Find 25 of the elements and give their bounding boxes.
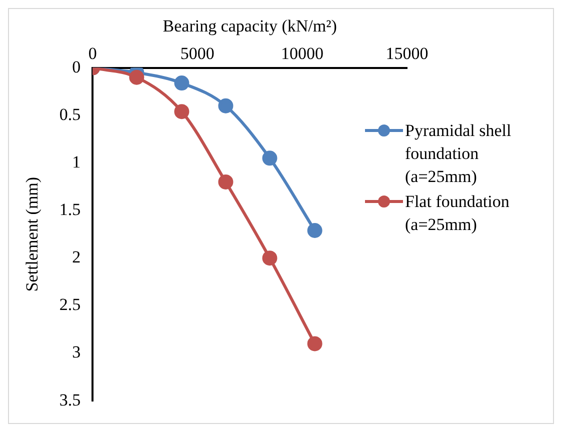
legend-label: Flat foundation (a=25mm) (405, 191, 510, 236)
y-tick-label: 3.5 (59, 390, 81, 410)
point (262, 250, 278, 266)
y-tick-label: 1 (72, 152, 81, 172)
y-axis-title: Settlement (mm) (22, 176, 42, 292)
y-tick-label: 1.5 (59, 200, 81, 219)
point (174, 76, 190, 91)
y-tick-label: 2.5 (59, 295, 81, 314)
point (218, 174, 234, 190)
point (307, 222, 322, 238)
x-tick-label: 5000 (180, 44, 214, 64)
point (262, 150, 278, 166)
x-tick-label: 10000 (280, 44, 324, 64)
legend-label: Pyramidal shell foundation (a=25mm) (405, 120, 512, 188)
y-tick-label: 0.5 (59, 104, 81, 124)
x-tick-label: 0 (88, 44, 97, 64)
point (218, 98, 234, 114)
point (174, 104, 190, 120)
y-tick-label: 3 (72, 342, 81, 362)
x-tick-label: 15000 (386, 44, 428, 64)
y-tick-label: 0 (72, 57, 81, 76)
y-tick-label: 2 (72, 248, 81, 267)
point (307, 336, 322, 352)
point (129, 70, 144, 85)
x-axis-title: Bearing capacity (kN/m²) (162, 16, 337, 36)
